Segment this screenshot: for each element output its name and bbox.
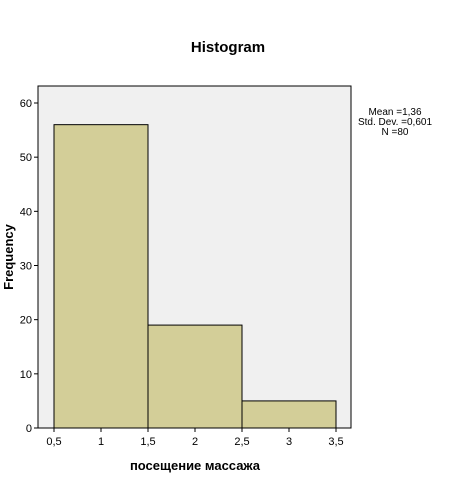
x-tick-label-3: 2: [192, 436, 198, 448]
y-tick-label-3: 30: [20, 261, 32, 273]
x-tick-label-5: 3: [286, 436, 292, 448]
x-axis-label: посещение массажа: [130, 458, 261, 473]
x-tick-label-2: 1,5: [140, 436, 155, 448]
y-axis-label: Frequency: [1, 223, 16, 290]
y-tick-label-5: 50: [20, 152, 32, 164]
stat-line-0: Mean =1,36: [368, 107, 422, 118]
histogram-bar-3: [241, 400, 337, 429]
histogram-bar-1: [53, 124, 149, 429]
x-tick-label-6: 3,5: [328, 436, 343, 448]
y-tick-label-6: 60: [20, 98, 32, 110]
y-tick-label-2: 20: [20, 315, 32, 327]
x-tick-label-4: 2,5: [234, 436, 249, 448]
y-axis-ticks: 0 10 20 30 40 50 60: [20, 98, 38, 435]
x-tick-label-1: 1: [98, 436, 104, 448]
histogram-bar-2: [147, 324, 243, 429]
y-tick-label-1: 10: [20, 369, 32, 381]
x-axis-ticks: 0,5 1 1,5 2 2,5 3 3,5: [46, 428, 344, 448]
stat-line-2: N =80: [382, 127, 409, 138]
chart-title: Histogram: [191, 39, 265, 56]
y-tick-label-4: 40: [20, 206, 32, 218]
y-tick-label-0: 0: [26, 423, 32, 435]
x-tick-label-0: 0,5: [46, 436, 61, 448]
stat-line-1: Std. Dev. =0,601: [358, 117, 432, 128]
histogram-bars: [53, 124, 337, 429]
